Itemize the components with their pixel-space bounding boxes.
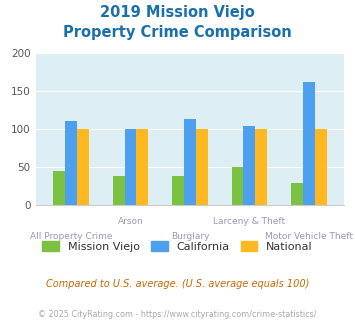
Bar	[172, 176, 184, 205]
Text: Burglary: Burglary	[171, 232, 209, 241]
Bar	[303, 82, 315, 205]
Bar	[53, 171, 65, 205]
Text: Property Crime Comparison: Property Crime Comparison	[63, 25, 292, 40]
Text: Compared to U.S. average. (U.S. average equals 100): Compared to U.S. average. (U.S. average …	[46, 279, 309, 289]
Text: Larceny & Theft: Larceny & Theft	[213, 217, 285, 226]
Bar	[77, 129, 89, 205]
Legend: Mission Viejo, California, National: Mission Viejo, California, National	[38, 237, 317, 256]
Text: Arson: Arson	[118, 217, 143, 226]
Bar	[255, 129, 267, 205]
Bar	[315, 129, 327, 205]
Text: Motor Vehicle Theft: Motor Vehicle Theft	[265, 232, 353, 241]
Bar	[196, 129, 208, 205]
Bar	[291, 182, 303, 205]
Bar	[244, 126, 255, 205]
Text: All Property Crime: All Property Crime	[30, 232, 113, 241]
Bar	[136, 129, 148, 205]
Text: 2019 Mission Viejo: 2019 Mission Viejo	[100, 5, 255, 20]
Bar	[65, 121, 77, 205]
Bar	[184, 119, 196, 205]
Bar	[231, 167, 244, 205]
Bar	[125, 129, 136, 205]
Bar	[113, 176, 125, 205]
Text: © 2025 CityRating.com - https://www.cityrating.com/crime-statistics/: © 2025 CityRating.com - https://www.city…	[38, 310, 317, 319]
